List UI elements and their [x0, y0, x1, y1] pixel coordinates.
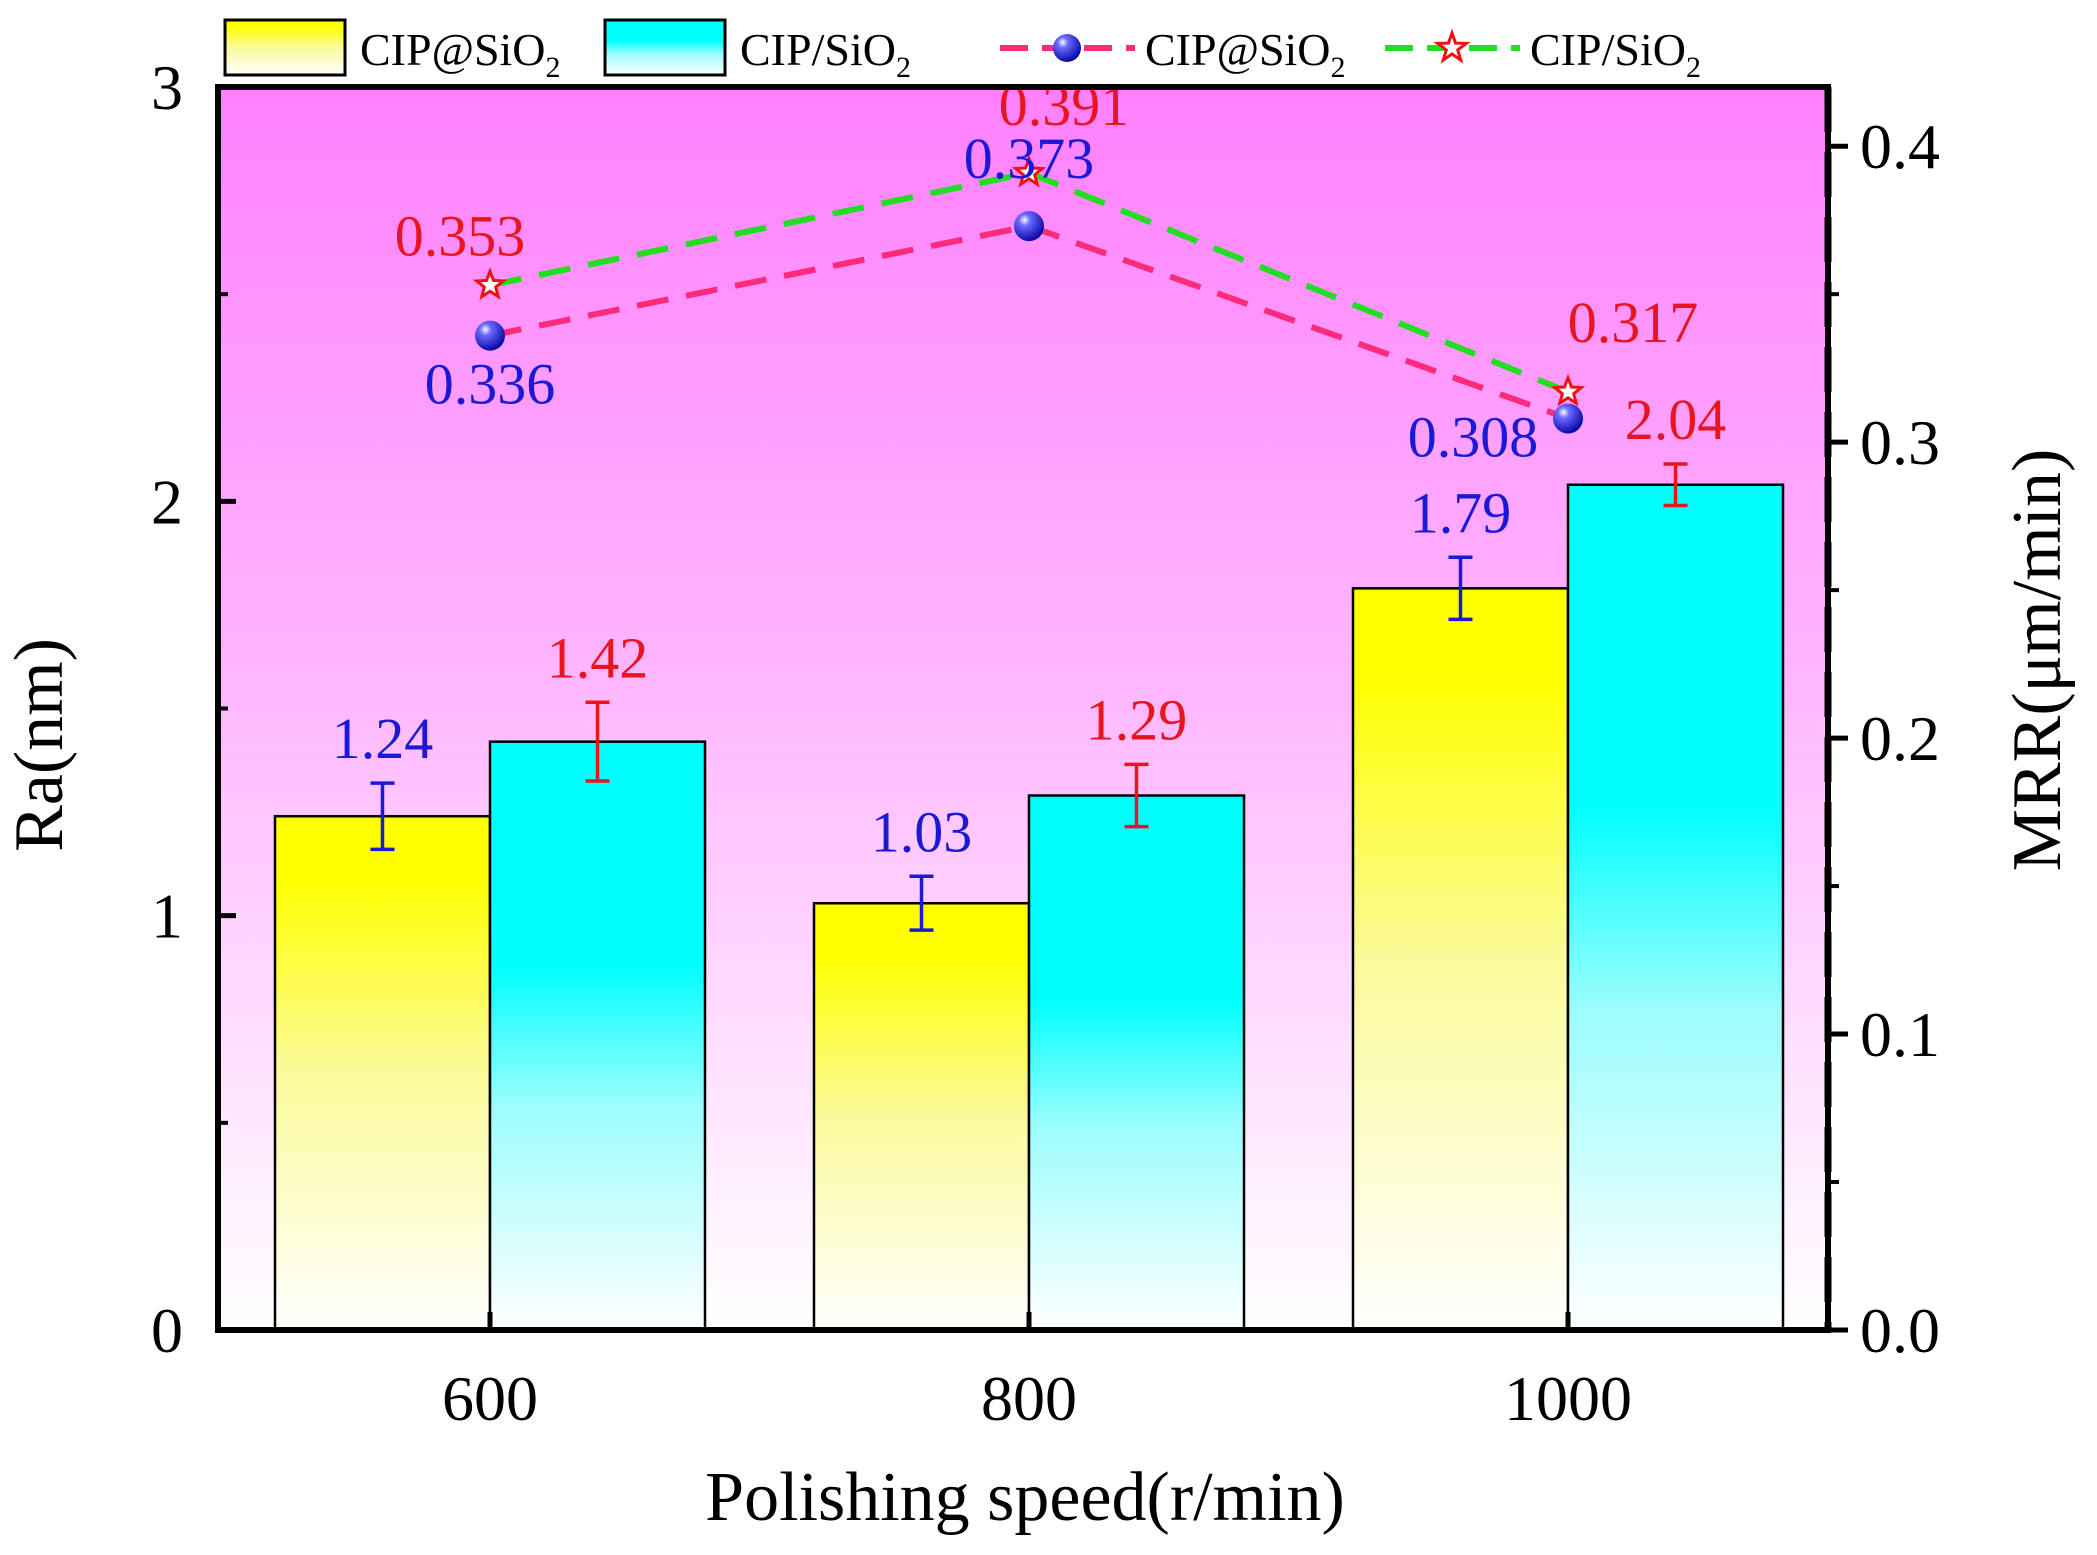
y2-tick-label: 0.0 — [1860, 1295, 1940, 1366]
line-value-label: 0.317 — [1568, 290, 1699, 355]
legend-subscript: 2 — [546, 51, 561, 84]
error-bars-layer — [370, 462, 1688, 932]
star-marker — [1550, 373, 1586, 407]
x-tick-label: 600 — [442, 1363, 538, 1434]
sphere-marker — [1014, 211, 1044, 242]
legend-swatch-1 — [603, 18, 727, 77]
y2-tick-label: 0.1 — [1860, 999, 1940, 1070]
bar-value-label: 1.24 — [332, 706, 434, 771]
legend-star-marker — [1433, 28, 1471, 64]
y-tick-label: 0 — [151, 1295, 183, 1366]
bars-layer — [273, 483, 1785, 1332]
bar-0-1 — [812, 901, 1031, 1332]
axes-layer: 0 1 2 3 0.0 0.1 0.2 0.3 0.4 600 800 1000 — [151, 52, 1940, 1434]
sphere-marker — [1553, 403, 1583, 434]
line-value-label: 0.373 — [964, 126, 1095, 191]
markers-layer — [472, 154, 1586, 434]
y2-tick-label: 0.3 — [1860, 407, 1940, 478]
y-tick-label: 3 — [151, 52, 183, 123]
bar-value-label: 1.42 — [547, 625, 649, 690]
bar-value-label: 1.29 — [1086, 687, 1188, 752]
legend-swatch-0 — [223, 18, 347, 77]
legend-sphere-marker — [1053, 34, 1081, 62]
star-marker — [472, 267, 508, 300]
legend-subscript: 2 — [1686, 51, 1701, 84]
line-value-label: 0.353 — [395, 203, 526, 268]
y-tick-label: 1 — [151, 881, 183, 952]
legend: CIP@SiO2 CIP/SiO2 CIP@SiO2 CIP/SiO2 — [223, 18, 1701, 84]
bar-value-label: 1.79 — [1410, 480, 1512, 545]
y-axis-label: Ra(nm) — [1, 638, 78, 852]
legend-label: CIP@SiO2 — [1145, 24, 1346, 84]
legend-label: CIP/SiO2 — [740, 24, 911, 84]
legend-label: CIP@SiO2 — [360, 24, 561, 84]
y2-tick-label: 0.2 — [1860, 703, 1940, 774]
x-tick-label: 800 — [981, 1363, 1077, 1434]
bar-value-label: 1.03 — [871, 799, 973, 864]
bar-value-label: 2.04 — [1625, 387, 1727, 452]
x-axis-label: Polishing speed(r/min) — [705, 1459, 1345, 1536]
legend-label: CIP/SiO2 — [1530, 24, 1701, 84]
bar-0-0 — [273, 814, 492, 1332]
star-marker — [1011, 154, 1047, 188]
y2-tick-label: 0.4 — [1860, 111, 1940, 182]
bar-0-2 — [1351, 587, 1570, 1332]
data-labels-layer: 1.24 1.03 1.79 1.42 1.29 2.04 0.336 0.373 0.308 0… — [332, 73, 1727, 864]
bar-1-0 — [488, 740, 707, 1332]
x-tick-label: 1000 — [1504, 1363, 1632, 1434]
bar-1-1 — [1027, 794, 1246, 1332]
legend-subscript: 2 — [896, 51, 911, 84]
legend-subscript: 2 — [1331, 51, 1346, 84]
line-value-label: 0.391 — [999, 73, 1130, 138]
line-value-label: 0.308 — [1408, 404, 1539, 469]
bar-1-2 — [1566, 483, 1785, 1332]
line-value-label: 0.336 — [425, 352, 556, 417]
y2-axis-label: MRR(μm/min) — [1999, 449, 2076, 872]
sphere-marker — [475, 320, 505, 351]
y-tick-label: 2 — [151, 466, 183, 537]
